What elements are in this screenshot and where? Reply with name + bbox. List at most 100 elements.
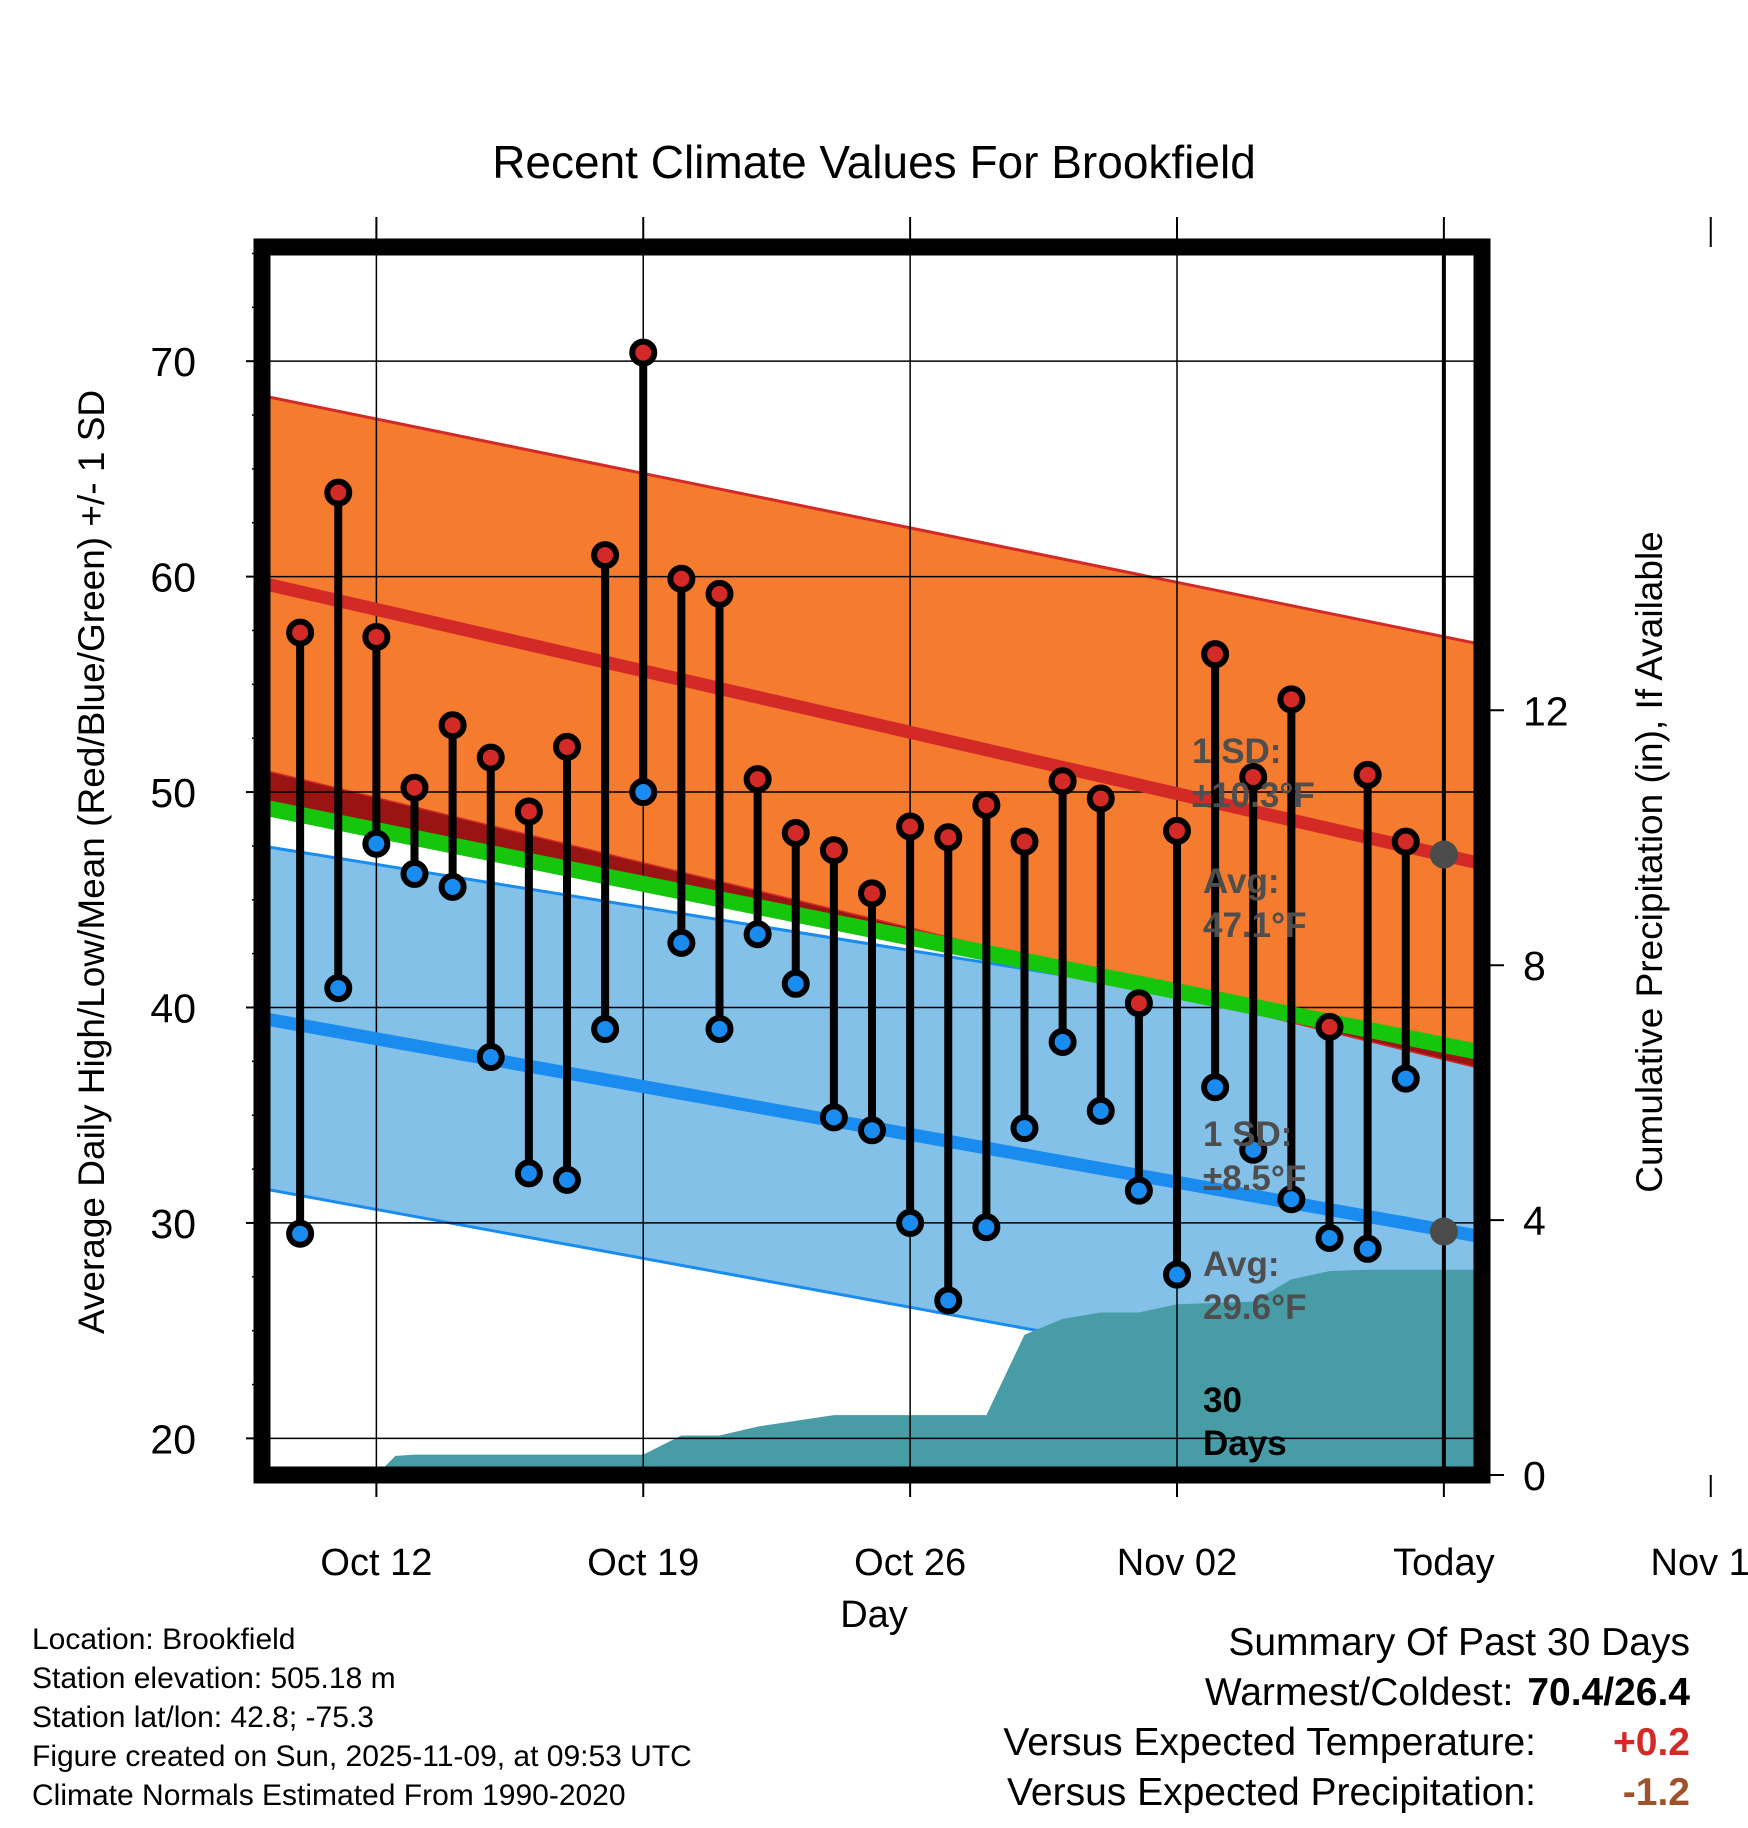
daily-low-marker xyxy=(1353,1234,1382,1263)
plot-annotations: 1 SD: ±10.3°F Avg: 47.1°F 1 SD: ±8.5°F A… xyxy=(1192,732,1315,1463)
summary-warmest-value: 70.4/26.4 xyxy=(1527,1671,1690,1714)
daily-high-marker xyxy=(743,765,772,794)
today-low-avg-dot xyxy=(1429,1217,1458,1246)
x-tick-label: Nov 02 xyxy=(1117,1542,1237,1584)
daily-high-marker xyxy=(1201,640,1230,669)
y-tick-label: 40 xyxy=(150,985,196,1031)
low-normal-line xyxy=(262,1011,1482,1244)
y-right-tick-label: 12 xyxy=(1523,688,1569,734)
daily-high-marker xyxy=(400,773,429,802)
plot-area xyxy=(262,247,1482,1475)
daily-high-marker xyxy=(858,879,886,908)
y-tick-label: 70 xyxy=(150,339,196,385)
daily-low-marker xyxy=(400,859,429,888)
daily-low-marker xyxy=(1277,1185,1306,1214)
days-word: Days xyxy=(1203,1424,1287,1463)
summary-precip-value: -1.2 xyxy=(1622,1771,1690,1814)
daily-low-marker xyxy=(1124,1176,1153,1205)
summary-precip-row: Versus Expected Precipitation: -1.2 xyxy=(1003,1768,1690,1818)
daily-high-marker xyxy=(1124,989,1153,1018)
y-axis-label: Average Daily High/Low/Mean (Red/Blue/Gr… xyxy=(71,390,112,1334)
today-layer xyxy=(1429,247,1458,1475)
created-text: Figure created on Sun, 2025-11-09, at 09… xyxy=(32,1740,692,1773)
y-tick-label: 20 xyxy=(150,1416,196,1462)
daily-low-marker xyxy=(286,1219,315,1248)
daily-high-marker xyxy=(476,743,505,772)
daily-low-marker xyxy=(896,1208,925,1237)
x-tick-label: Oct 19 xyxy=(587,1542,699,1584)
daily-high-marker xyxy=(286,618,315,647)
daily-high-marker xyxy=(1239,762,1268,791)
high-avg-value: 47.1°F xyxy=(1203,906,1307,945)
daily-low-marker xyxy=(1239,1135,1268,1164)
summary-precip-label: Versus Expected Precipitation: xyxy=(1007,1771,1536,1814)
daily-high-marker xyxy=(667,564,696,593)
low-avg-value: 29.6°F xyxy=(1203,1288,1307,1327)
x-tick-label: Nov 16 xyxy=(1651,1542,1748,1584)
daily-low-marker xyxy=(972,1213,1001,1242)
daily-low-marker xyxy=(438,872,467,901)
daily-low-marker xyxy=(1163,1260,1191,1289)
daily-high-marker xyxy=(896,812,925,841)
daily-low-marker xyxy=(667,928,696,957)
daily-low-marker xyxy=(781,969,810,998)
elevation-text: Station elevation: 505.18 m xyxy=(32,1662,396,1695)
daily-low-marker xyxy=(934,1286,963,1315)
y-axis-right-label: Cumulative Precipitation (in), If Availa… xyxy=(1629,531,1670,1193)
daily-high-marker xyxy=(629,338,658,367)
plot-frame xyxy=(253,238,1491,1484)
x-tick-label: Today xyxy=(1393,1542,1494,1584)
summary-warmest-label: Warmest/Coldest: xyxy=(1204,1671,1514,1714)
summary-panel: Summary Of Past 30 Days Warmest/Coldest:… xyxy=(1003,1618,1690,1818)
mean-normal-line xyxy=(262,799,1482,1061)
daily-high-marker xyxy=(1086,784,1115,813)
daily-temperature-layer xyxy=(286,338,1420,1315)
daily-low-marker xyxy=(705,1015,734,1044)
daily-high-marker xyxy=(362,622,391,651)
station-info: Location: Brookfield Station elevation: … xyxy=(32,1620,692,1815)
daily-high-marker xyxy=(1010,827,1039,856)
x-tick-label: Oct 26 xyxy=(854,1542,966,1584)
daily-low-marker xyxy=(591,1015,620,1044)
daily-high-marker xyxy=(819,836,848,865)
daily-low-marker xyxy=(1086,1096,1115,1125)
daily-low-marker xyxy=(362,829,391,858)
daily-high-marker xyxy=(553,732,581,761)
low-sd-value: ±8.5°F xyxy=(1203,1159,1306,1198)
daily-low-marker xyxy=(629,778,658,807)
summary-temp-row: Versus Expected Temperature: +0.2 xyxy=(1003,1718,1690,1768)
axes: 20 30 40 50 60 70 0 4 8 12 Oct 12 Oct 19 Oct 26 Nov 0… xyxy=(150,217,1748,1584)
y-right-tick-label: 8 xyxy=(1523,943,1546,989)
high-sd-value: ±10.3°F xyxy=(1192,776,1315,815)
today-high-avg-dot xyxy=(1429,840,1458,869)
daily-high-marker xyxy=(1315,1012,1344,1041)
daily-high-marker xyxy=(1353,760,1382,789)
daily-high-marker xyxy=(705,579,734,608)
x-axis-label: Day xyxy=(840,1594,908,1636)
normal-bands xyxy=(262,394,1482,1414)
daily-high-marker xyxy=(1163,816,1191,845)
summary-temp-label: Versus Expected Temperature: xyxy=(1003,1721,1536,1764)
chart-title: Recent Climate Values For Brookfield xyxy=(492,136,1256,188)
daily-high-marker xyxy=(972,790,1001,819)
daily-high-marker xyxy=(934,823,963,852)
low-avg-label: Avg: xyxy=(1203,1245,1279,1284)
daily-low-marker xyxy=(514,1159,543,1188)
daily-low-marker xyxy=(1391,1064,1420,1093)
daily-low-marker xyxy=(553,1165,581,1194)
latlon-text: Station lat/lon: 42.8; -75.3 xyxy=(32,1701,374,1734)
daily-low-marker xyxy=(743,920,772,949)
low-sd-label: 1 SD: xyxy=(1203,1115,1292,1154)
daily-low-marker xyxy=(1201,1073,1230,1102)
daily-low-marker xyxy=(476,1043,505,1072)
x-tick-label: Oct 12 xyxy=(320,1542,432,1584)
daily-high-marker xyxy=(324,478,353,507)
normals-text: Climate Normals Estimated From 1990-2020 xyxy=(32,1779,626,1812)
high-normal-line xyxy=(262,576,1482,871)
daily-high-marker xyxy=(1391,827,1420,856)
y-tick-label: 50 xyxy=(150,770,196,816)
y-right-tick-label: 4 xyxy=(1523,1198,1546,1244)
high-avg-label: Avg: xyxy=(1203,862,1279,901)
y-tick-label: 60 xyxy=(150,555,196,601)
